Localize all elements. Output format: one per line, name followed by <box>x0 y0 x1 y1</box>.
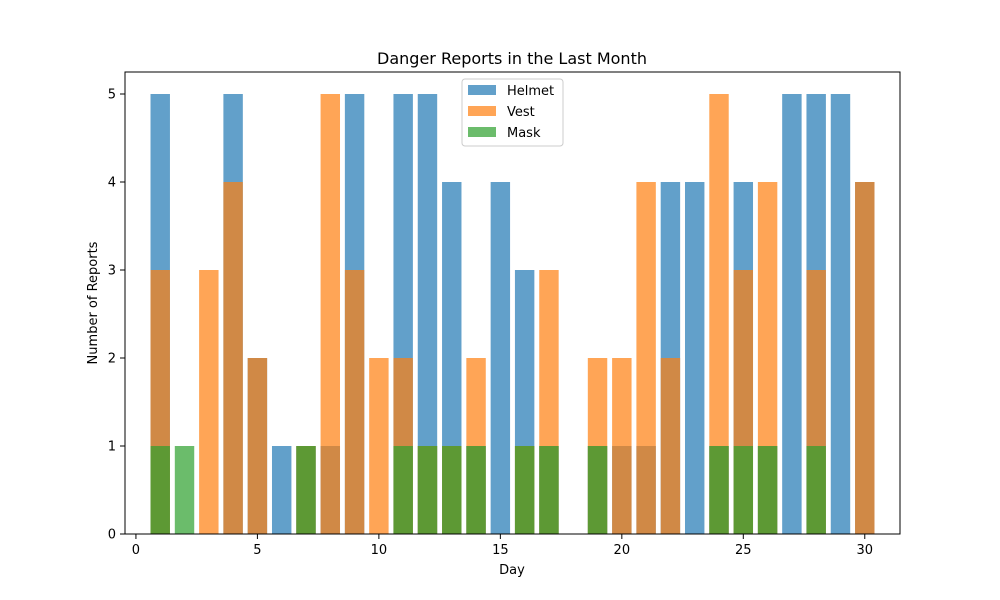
bar-helmet-day-12 <box>417 94 438 534</box>
legend-label-mask: Mask <box>507 126 541 141</box>
x-tick-label: 10 <box>371 543 388 558</box>
y-tick-label: 2 <box>108 352 116 367</box>
x-tick-label: 5 <box>253 543 261 558</box>
bar-mask-day-19 <box>587 446 608 534</box>
x-tick-label: 15 <box>492 543 509 558</box>
bar-vest-day-4 <box>223 182 243 534</box>
bar-vest-day-24 <box>709 94 729 534</box>
bars <box>150 94 875 534</box>
chart-title: Danger Reports in the Last Month <box>377 49 647 68</box>
bar-mask-day-26 <box>757 446 778 534</box>
x-tick-label: 20 <box>614 543 631 558</box>
y-axis-label: Number of Reports <box>86 241 101 364</box>
y-tick-label: 3 <box>108 264 116 279</box>
bar-vest-day-30 <box>855 182 875 534</box>
y-tick-label: 1 <box>108 440 116 455</box>
plot-frame <box>124 71 901 535</box>
bar-mask-day-1 <box>150 446 170 534</box>
bar-vest-day-5 <box>247 358 268 534</box>
bar-helmet-day-15 <box>490 182 511 534</box>
y-tick-label: 5 <box>108 88 116 103</box>
legend-label-helmet: Helmet <box>507 84 554 99</box>
x-axis-label: Day <box>499 563 525 578</box>
bar-mask-day-16 <box>514 446 535 534</box>
x-tick-label: 25 <box>735 543 752 558</box>
y-tick-label: 0 <box>108 528 116 543</box>
y-axis: 0 1 2 3 4 5 <box>108 88 125 543</box>
legend-swatch-mask <box>468 127 496 137</box>
bar-mask-day-28 <box>806 446 826 534</box>
bar-mask-day-24 <box>709 446 729 534</box>
legend-swatch-helmet <box>468 85 496 95</box>
x-axis: 0 5 10 15 20 25 30 <box>132 534 873 558</box>
y-tick-label: 4 <box>108 176 116 191</box>
bar-mask-day-17 <box>539 446 559 534</box>
bar-helmet-day-6 <box>271 446 292 534</box>
bar-helmet-day-27 <box>782 94 802 534</box>
legend-swatch-vest <box>468 106 496 116</box>
bar-mask-day-7 <box>296 446 316 534</box>
bar-helmet-day-29 <box>830 94 851 534</box>
legend: Helmet Vest Mask <box>461 78 564 147</box>
bar-mask-day-13 <box>442 446 462 534</box>
bar-mask-day-2 <box>174 446 195 534</box>
bar-vest-day-3 <box>199 270 219 534</box>
x-tick-label: 30 <box>856 543 873 558</box>
bar-vest-day-10 <box>369 358 389 534</box>
bar-vest-day-9 <box>344 270 365 534</box>
legend-label-vest: Vest <box>507 105 535 120</box>
bar-mask-day-14 <box>466 446 486 534</box>
bar-helmet-day-23 <box>684 182 705 534</box>
bar-vest-day-20 <box>612 358 632 534</box>
bar-mask-day-11 <box>393 446 413 534</box>
bar-vest-day-22 <box>660 358 681 534</box>
bar-mask-day-12 <box>417 446 438 534</box>
bar-vest-day-21 <box>636 182 656 534</box>
bar-vest-day-8 <box>320 94 341 534</box>
bar-mask-day-25 <box>733 446 754 534</box>
x-tick-label: 0 <box>132 543 140 558</box>
